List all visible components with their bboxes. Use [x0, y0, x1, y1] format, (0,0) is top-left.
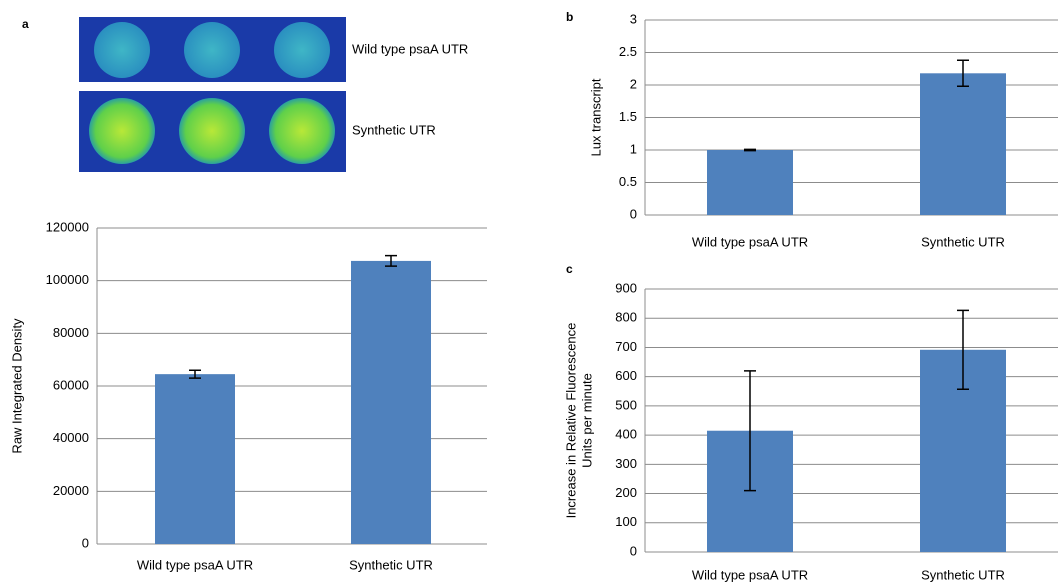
y-axis-label: Raw Integrated Density [9, 318, 24, 454]
y-tick-label: 0.5 [619, 174, 637, 189]
y-tick-label: 0 [630, 206, 637, 221]
image-label: Synthetic UTR [352, 122, 436, 137]
y-tick-label: 0 [82, 535, 89, 550]
y-tick-label: 1 [630, 141, 637, 156]
y-tick-label: 900 [615, 280, 637, 295]
y-tick-label: 100000 [46, 272, 89, 287]
panel-label: b [566, 10, 573, 24]
x-tick-label: Wild type psaA UTR [692, 567, 808, 582]
y-axis-label: Units per minute [579, 373, 594, 468]
y-tick-label: 200 [615, 485, 637, 500]
y-tick-label: 100 [615, 514, 637, 529]
x-tick-label: Synthetic UTR [921, 234, 1005, 249]
x-tick-label: Synthetic UTR [349, 557, 433, 572]
y-tick-label: 500 [615, 397, 637, 412]
y-tick-label: 2 [630, 76, 637, 91]
panel-label: c [566, 262, 573, 276]
error-bar [744, 149, 756, 150]
bar [707, 150, 793, 215]
bar [155, 374, 235, 544]
y-tick-label: 60000 [53, 377, 89, 392]
y-tick-label: 0 [630, 543, 637, 558]
y-tick-label: 2.5 [619, 44, 637, 59]
image-label: Wild type psaA UTR [352, 41, 468, 56]
figure: a b c Wild type psaA UTR Synthetic UTR 0… [0, 0, 1061, 584]
y-tick-label: 400 [615, 427, 637, 442]
blot-image [79, 17, 346, 172]
bar [351, 261, 431, 544]
x-tick-label: Wild type psaA UTR [137, 557, 253, 572]
y-tick-label: 300 [615, 456, 637, 471]
y-tick-label: 600 [615, 368, 637, 383]
y-tick-label: 20000 [53, 483, 89, 498]
y-tick-label: 1.5 [619, 109, 637, 124]
y-tick-label: 120000 [46, 219, 89, 234]
x-tick-label: Synthetic UTR [921, 567, 1005, 582]
y-tick-label: 80000 [53, 325, 89, 340]
y-axis-label: Increase in Relative Fluorescence [563, 323, 578, 519]
y-tick-label: 3 [630, 11, 637, 26]
y-tick-label: 700 [615, 339, 637, 354]
bar [920, 73, 1006, 215]
x-tick-label: Wild type psaA UTR [692, 234, 808, 249]
panel-label: a [22, 17, 29, 31]
y-tick-label: 40000 [53, 430, 89, 445]
y-tick-label: 800 [615, 310, 637, 325]
y-axis-label: Lux transcript [588, 78, 603, 156]
